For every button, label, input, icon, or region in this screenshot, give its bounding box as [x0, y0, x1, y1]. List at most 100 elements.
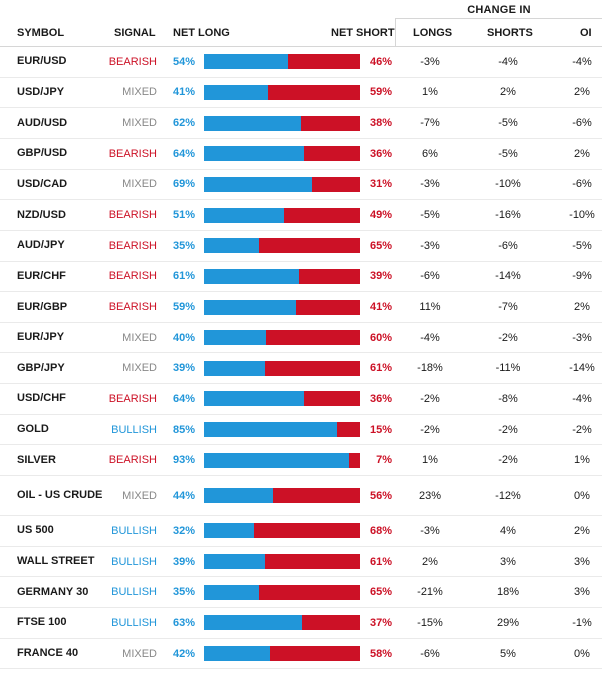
shorts-change-value: -14% [495, 270, 521, 283]
sentiment-bar [204, 47, 360, 77]
sentiment-bar [204, 78, 360, 108]
table-row[interactable]: NZD/USD BEARISH 51% 49% -5% -16% -10% [0, 200, 602, 231]
table-row[interactable]: EUR/USD BEARISH 54% 46% -3% -4% -4% [0, 47, 602, 78]
oi-change-value: -1% [572, 616, 592, 629]
symbol-link[interactable]: GBP/JPY [17, 361, 65, 374]
table-row[interactable]: OIL - US CRUDE MIXED 44% 56% 23% -12% 0% [0, 476, 602, 517]
net-long-bar-fill [204, 523, 254, 539]
table-header: SYMBOL SIGNAL NET LONG NET SHORT LONGS S… [0, 20, 602, 46]
table-row[interactable]: USD/JPY MIXED 41% 59% 1% 2% 2% [0, 78, 602, 109]
net-short-value: 65% [369, 586, 392, 599]
net-short-value: 65% [369, 239, 392, 252]
oi-change-value: -4% [572, 392, 592, 405]
sentiment-bar [204, 262, 360, 292]
shorts-change-value: -6% [498, 239, 518, 252]
symbol-link[interactable]: NZD/USD [17, 208, 66, 221]
table-row[interactable]: AUD/USD MIXED 62% 38% -7% -5% -6% [0, 108, 602, 139]
shorts-change-value: -2% [498, 454, 518, 467]
symbol-link[interactable]: WALL STREET [17, 555, 95, 568]
symbol-link[interactable]: AUD/USD [17, 116, 68, 129]
table-row[interactable]: USD/CHF BEARISH 64% 36% -2% -8% -4% [0, 384, 602, 415]
header-shorts[interactable]: SHORTS [487, 27, 533, 39]
table-row[interactable]: AUD/JPY BEARISH 35% 65% -3% -6% -5% [0, 231, 602, 262]
header-net-short[interactable]: NET SHORT [331, 27, 395, 39]
net-long-value: 41% [172, 86, 195, 99]
symbol-link[interactable]: USD/CAD [17, 177, 68, 190]
net-short-value: 39% [369, 270, 392, 283]
table-row[interactable]: EUR/GBP BEARISH 59% 41% 11% -7% 2% [0, 292, 602, 323]
net-long-bar-fill [204, 422, 337, 438]
table-row[interactable]: GERMANY 30 BULLISH 35% 65% -21% 18% 3% [0, 577, 602, 609]
symbol-link[interactable]: US 500 [17, 524, 54, 537]
oi-change-value: 3% [574, 586, 590, 599]
header-symbol[interactable]: SYMBOL [17, 27, 65, 39]
oi-change-value: 2% [574, 86, 590, 99]
net-short-value: 15% [369, 423, 392, 436]
net-long-bar-fill [204, 488, 273, 504]
symbol-link[interactable]: FRANCE 40 [17, 647, 79, 659]
oi-change-value: -14% [569, 362, 595, 375]
longs-change-value: -18% [417, 362, 443, 375]
symbol-link[interactable]: USD/JPY [17, 85, 65, 98]
table-row[interactable]: FTSE 100 BULLISH 63% 37% -15% 29% -1% [0, 608, 602, 639]
header-longs[interactable]: LONGS [413, 27, 453, 39]
symbol-link[interactable]: GBP/USD [17, 147, 68, 160]
table-row[interactable]: FRANCE 40 MIXED 42% 58% -6% 5% 0% [0, 639, 602, 670]
symbol-link[interactable]: GOLD [17, 423, 49, 436]
table-row[interactable]: USD/CAD MIXED 69% 31% -3% -10% -6% [0, 170, 602, 201]
header-net-long[interactable]: NET LONG [173, 27, 230, 39]
net-long-value: 54% [172, 55, 195, 68]
table-row[interactable]: EUR/CHF BEARISH 61% 39% -6% -14% -9% [0, 262, 602, 293]
symbol-link[interactable]: AUD/JPY [17, 239, 65, 252]
net-long-value: 64% [172, 147, 195, 160]
signal-label: BULLISH [111, 555, 157, 568]
sentiment-bar [204, 170, 360, 200]
net-long-bar-fill [204, 54, 289, 70]
net-short-value: 49% [369, 209, 392, 222]
table-row[interactable]: EUR/JPY MIXED 40% 60% -4% -2% -3% [0, 323, 602, 354]
longs-change-value: 1% [422, 86, 438, 99]
table-row[interactable]: SILVER BEARISH 93% 7% 1% -2% 1% [0, 445, 602, 477]
table-row[interactable]: GBP/JPY MIXED 39% 61% -18% -11% -14% [0, 354, 602, 385]
net-long-bar-fill [204, 207, 284, 223]
table-row[interactable]: WALL STREET BULLISH 39% 61% 2% 3% 3% [0, 547, 602, 578]
net-long-value: 39% [172, 555, 195, 568]
signal-label: MIXED [122, 331, 157, 344]
oi-change-value: -9% [572, 270, 592, 283]
oi-change-value: 0% [574, 489, 590, 502]
oi-change-value: 2% [574, 524, 590, 537]
signal-label: BULLISH [111, 586, 157, 599]
net-short-value: 38% [369, 117, 392, 130]
net-long-bar-fill [204, 84, 268, 100]
symbol-link[interactable]: USD/CHF [17, 392, 66, 405]
table-row[interactable]: GOLD BULLISH 85% 15% -2% -2% -2% [0, 415, 602, 446]
symbol-link[interactable]: GERMANY 30 [17, 585, 89, 598]
net-long-value: 61% [172, 270, 195, 283]
symbol-link[interactable]: OIL - US CRUDE [17, 489, 103, 502]
oi-change-value: -10% [569, 209, 595, 222]
signal-label: MIXED [122, 117, 157, 130]
symbol-link[interactable]: EUR/JPY [17, 331, 65, 344]
symbol-link[interactable]: EUR/CHF [17, 269, 66, 282]
sentiment-bar [204, 108, 360, 138]
longs-change-value: 6% [422, 147, 438, 160]
net-short-value: 41% [369, 301, 392, 313]
net-long-bar-fill [204, 299, 297, 315]
header-oi[interactable]: OI [580, 27, 592, 39]
symbol-link[interactable]: FTSE 100 [17, 616, 67, 629]
symbol-link[interactable]: EUR/GBP [17, 300, 68, 313]
oi-change-value: -6% [572, 178, 592, 191]
shorts-change-value: -11% [495, 362, 521, 375]
symbol-link[interactable]: SILVER [17, 453, 56, 466]
header-signal[interactable]: SIGNAL [114, 27, 156, 39]
change-in-heading: CHANGE IN [467, 4, 531, 16]
longs-change-value: -2% [420, 423, 440, 436]
shorts-change-value: -12% [495, 489, 521, 502]
net-long-bar-fill [204, 330, 267, 346]
net-long-bar-fill [204, 146, 304, 162]
net-long-value: 35% [172, 586, 195, 599]
table-row[interactable]: GBP/USD BEARISH 64% 36% 6% -5% 2% [0, 139, 602, 170]
symbol-link[interactable]: EUR/USD [17, 55, 67, 68]
table-row[interactable]: US 500 BULLISH 32% 68% -3% 4% 2% [0, 516, 602, 547]
